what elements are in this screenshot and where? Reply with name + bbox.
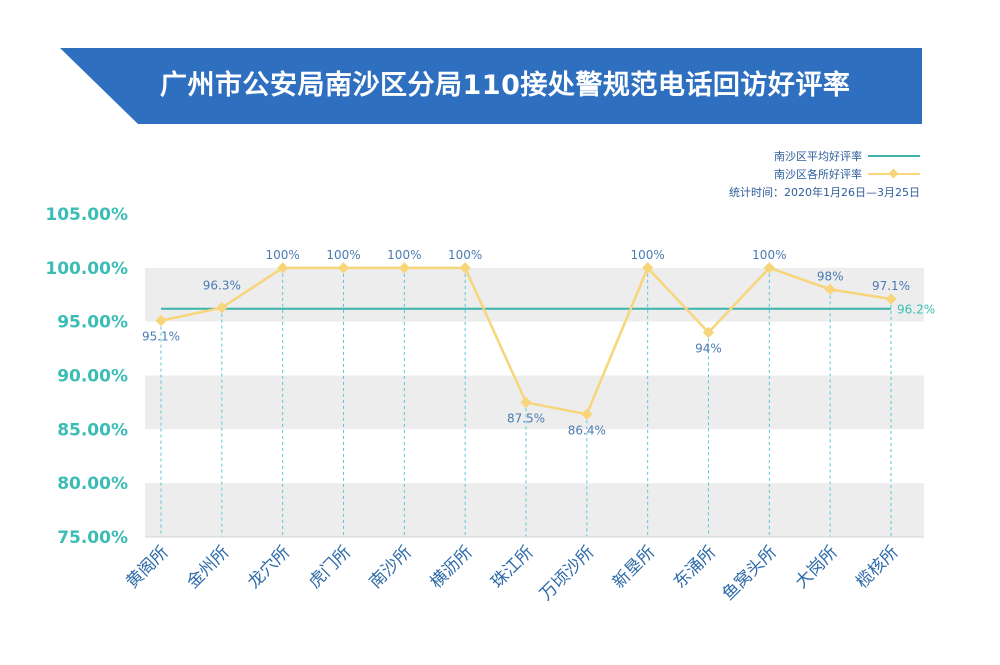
data-label: 94% [695,341,722,355]
data-point [216,302,228,314]
legend-average-label: 南沙区平均好评率 [774,150,862,163]
x-category-label: 鱼窝头所 [719,542,781,604]
title-banner [60,48,922,124]
x-category-label: 万顷沙所 [536,542,598,604]
data-point [520,396,532,409]
data-point [824,283,836,296]
data-point [642,262,654,274]
legend-note: 统计时间：2020年1月26日—3月25日 [729,184,920,200]
x-category-label: 横沥所 [426,542,476,592]
data-label: 96.3% [203,279,241,293]
x-category-label: 金州所 [183,542,233,592]
x-category-label: 大岗所 [791,542,841,592]
average-series: 96.2% [161,303,935,317]
x-category-label: 新垦所 [609,542,659,592]
stations-series: 95.1% 96.3% 100% 100% 100% 100% 87.5% 86.4% 100%… [142,248,910,437]
background-band [145,321,924,376]
data-label: 97.1% [872,279,910,293]
x-category-label: 东涌所 [670,542,720,592]
legend-stations-label: 南沙区各所好评率 [774,168,862,181]
y-tick-label: 90.00% [57,367,128,387]
legend-average: 南沙区平均好评率 [774,148,920,164]
background-bands [145,214,924,537]
data-point [337,262,350,274]
x-category-label: 虎门所 [305,542,355,592]
stats-period-note: 统计时间：2020年1月26日—3月25日 [729,186,920,199]
legend-stations-swatch [868,168,920,180]
y-tick-label: 85.00% [57,420,128,440]
background-band [145,267,924,322]
data-label: 100% [448,248,482,262]
data-label: 100% [266,248,300,262]
y-axis: 105.00% 100.00% 95.00% 90.00% 85.00% 80.00% 75… [45,205,128,548]
data-point [885,293,897,305]
data-label: 86.4% [568,423,606,437]
data-point [763,262,775,274]
background-band [145,375,924,430]
y-tick-label: 100.00% [45,259,128,279]
x-category-label: 珠江所 [487,542,537,592]
x-category-label: 南沙所 [366,542,416,592]
data-label: 95.1% [142,330,180,344]
y-tick-label: 105.00% [45,205,128,225]
x-category-label: 龙穴所 [244,542,294,592]
data-point [581,408,593,420]
data-point [277,262,289,274]
chart-title: 广州市公安局南沙区分局110接处警规范电话回访好评率 [160,70,851,101]
data-label: 100% [752,248,786,262]
data-point [702,326,715,339]
y-tick-label: 80.00% [57,474,128,494]
data-label: 100% [387,248,421,262]
data-label: 100% [631,248,665,262]
x-category-label: 黄阁所 [122,542,172,592]
legend-stations: 南沙区各所好评率 [774,166,920,182]
data-label: 87.5% [507,411,545,425]
background-band [145,214,924,268]
background-band [145,429,924,484]
y-tick-label: 95.00% [57,313,128,333]
data-point [398,262,410,274]
x-category-label: 榄核所 [852,542,902,592]
vertical-guide-lines [160,267,892,537]
data-point [155,314,167,327]
data-label: 98% [817,269,844,283]
y-tick-label: 75.00% [57,528,128,548]
data-point [459,262,471,274]
data-label: 100% [326,248,360,262]
background-band [145,483,924,537]
average-data-label: 96.2% [897,303,935,317]
legend-average-swatch [868,150,920,162]
